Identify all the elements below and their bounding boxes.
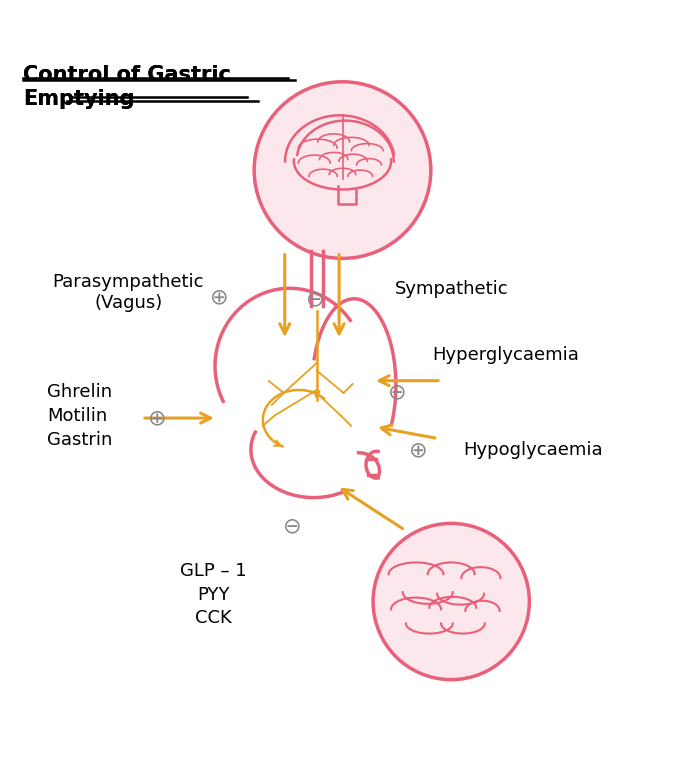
Text: ⊕: ⊕ <box>149 408 167 428</box>
Circle shape <box>254 81 431 258</box>
Text: ⊕: ⊕ <box>210 288 228 308</box>
Text: Ghrelin
Motilin
Gastrin: Ghrelin Motilin Gastrin <box>47 384 112 449</box>
Text: GLP – 1
PYY
CCK: GLP – 1 PYY CCK <box>180 562 247 627</box>
Circle shape <box>373 523 530 680</box>
Text: Hypoglycaemia: Hypoglycaemia <box>463 441 603 459</box>
Text: Hyperglycaemia: Hyperglycaemia <box>432 346 579 364</box>
Text: Control of Gastric
Emptying: Control of Gastric Emptying <box>23 65 231 109</box>
Text: ⊖: ⊖ <box>388 382 406 402</box>
Text: ⊖: ⊖ <box>283 517 301 537</box>
Text: ⊕: ⊕ <box>409 440 428 460</box>
Text: Parasympathetic
(Vagus): Parasympathetic (Vagus) <box>53 273 204 312</box>
Text: Control of Gastric
Emptying: Control of Gastric Emptying <box>23 65 231 109</box>
Text: ⊖: ⊖ <box>306 289 325 309</box>
Text: Sympathetic: Sympathetic <box>395 280 508 298</box>
